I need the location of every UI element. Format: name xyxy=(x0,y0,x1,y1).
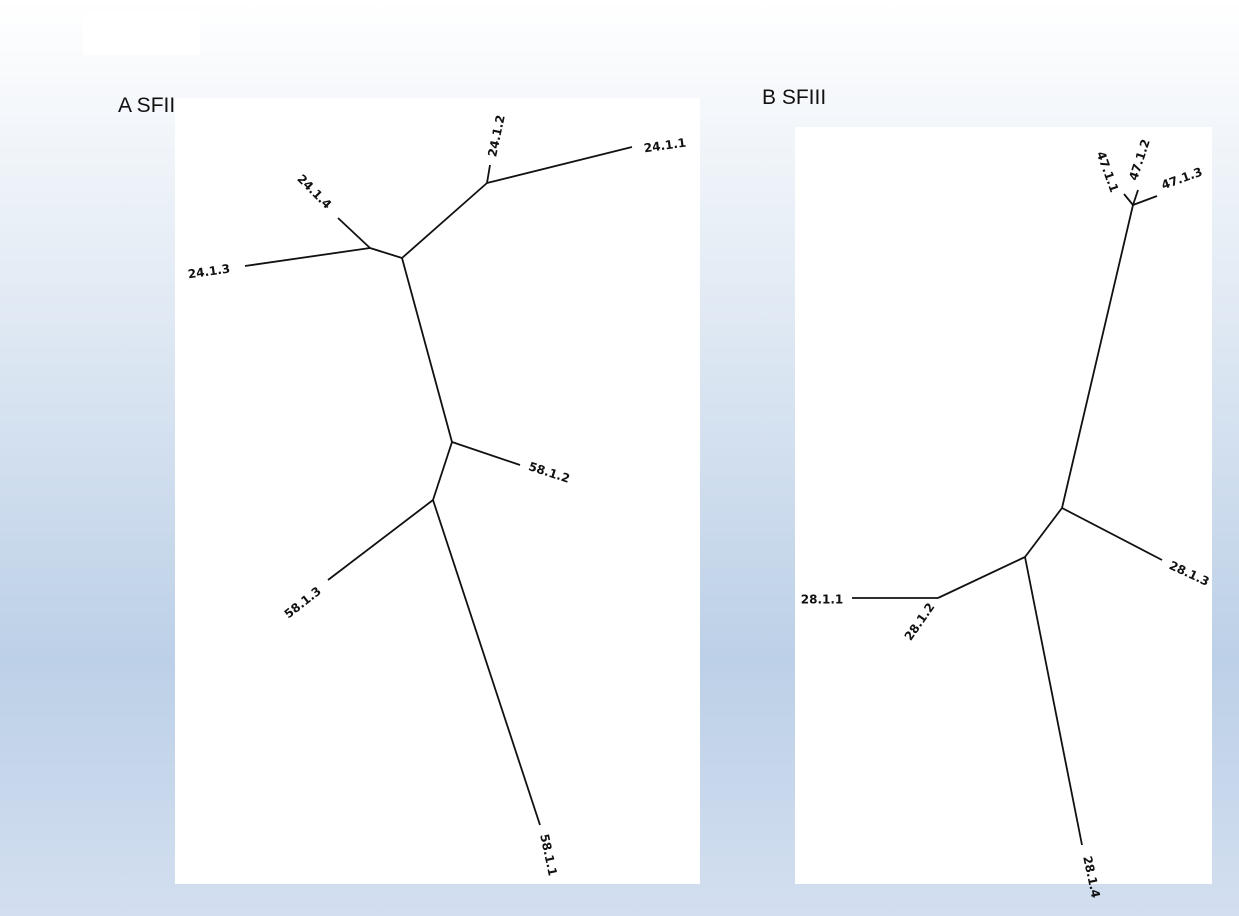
panel-a xyxy=(175,98,700,884)
branch xyxy=(337,217,371,249)
branch xyxy=(1123,193,1134,206)
branch xyxy=(244,247,371,267)
branch xyxy=(1132,195,1158,206)
tree-a xyxy=(244,146,633,826)
leaf-label: 24.1.1 xyxy=(643,136,687,156)
branch xyxy=(1132,189,1139,206)
branch xyxy=(486,164,491,184)
panel-title: B SFIII xyxy=(762,86,826,109)
branch xyxy=(327,499,434,581)
branch xyxy=(369,247,403,259)
branch xyxy=(432,499,541,826)
branch xyxy=(401,257,453,443)
branch xyxy=(486,146,633,184)
leaf-label: 24.1.3 xyxy=(187,262,231,282)
tree-b xyxy=(852,189,1163,846)
branch xyxy=(432,441,453,501)
leaf-label: 28.1.1 xyxy=(801,593,844,607)
branch xyxy=(1024,507,1063,558)
branch xyxy=(1024,556,1083,846)
branch xyxy=(401,182,488,259)
branch xyxy=(1061,507,1163,561)
branch xyxy=(937,556,1026,599)
branch xyxy=(1061,204,1134,509)
blank-box xyxy=(83,12,200,55)
panel-title: A SFII xyxy=(118,94,175,117)
panel-b xyxy=(795,127,1212,884)
branch xyxy=(451,441,521,466)
